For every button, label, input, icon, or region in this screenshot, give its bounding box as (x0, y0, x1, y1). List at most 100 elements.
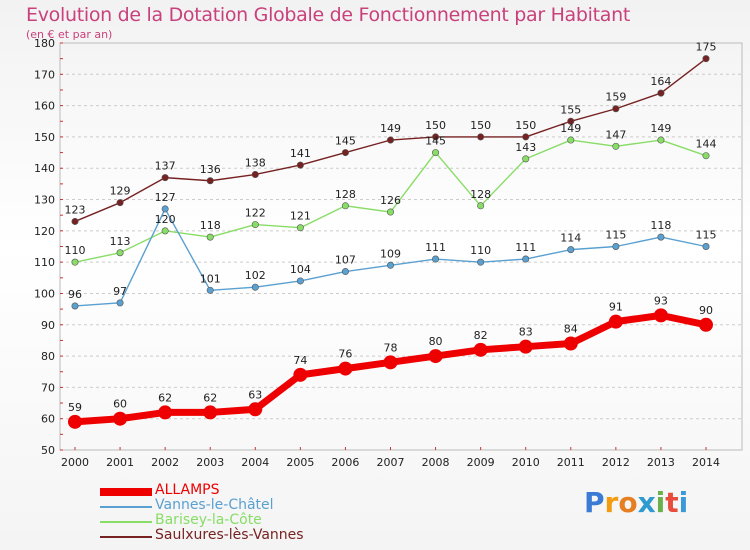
data-point (296, 277, 304, 285)
data-label: 143 (515, 141, 536, 154)
x-tick-label: 2014 (692, 456, 720, 469)
data-label: 138 (245, 156, 266, 169)
proxiti-logo: Proxiti (584, 486, 688, 519)
y-tick-label: 120 (34, 225, 55, 238)
data-point (341, 268, 349, 276)
data-label: 129 (110, 185, 131, 198)
data-point (158, 405, 173, 420)
data-point (248, 402, 263, 417)
x-tick-label: 2010 (512, 456, 540, 469)
data-point (608, 314, 623, 329)
chart-subtitle: (en € et par an) (26, 28, 113, 41)
data-point (386, 208, 394, 216)
logo-letter: o (618, 486, 638, 519)
data-label: 145 (335, 135, 356, 148)
data-point (702, 152, 710, 160)
data-point (567, 136, 575, 144)
data-point (657, 233, 665, 241)
data-label: 128 (470, 188, 491, 201)
data-point (71, 302, 79, 310)
logo-letter: P (584, 486, 605, 519)
data-point (522, 133, 530, 141)
y-tick-label: 150 (34, 131, 55, 144)
data-label: 128 (335, 188, 356, 201)
y-tick-label: 50 (41, 444, 55, 457)
x-tick-label: 2004 (241, 456, 269, 469)
data-point (116, 299, 124, 307)
data-point (522, 155, 530, 163)
data-label: 80 (429, 335, 443, 348)
y-tick-label: 100 (34, 287, 55, 300)
data-label: 136 (200, 163, 221, 176)
data-point (206, 177, 214, 185)
data-label: 111 (515, 241, 536, 254)
logo-letter: i (655, 486, 666, 519)
data-label: 159 (605, 91, 626, 104)
data-point (293, 367, 308, 382)
y-tick-label: 90 (41, 319, 55, 332)
data-point (161, 227, 169, 235)
data-label: 115 (605, 229, 626, 242)
data-point (203, 405, 218, 420)
data-label: 83 (519, 326, 533, 339)
data-label: 90 (699, 304, 713, 317)
data-label: 62 (203, 391, 217, 404)
data-point (116, 199, 124, 207)
data-label: 76 (338, 348, 352, 361)
x-tick-label: 2000 (61, 456, 89, 469)
data-label: 114 (560, 232, 581, 245)
data-point (386, 261, 394, 269)
x-tick-label: 2006 (331, 456, 359, 469)
y-tick-label: 140 (34, 162, 55, 175)
data-point (206, 233, 214, 241)
y-tick-label: 110 (34, 256, 55, 269)
x-tick-label: 2001 (106, 456, 134, 469)
x-tick-label: 2013 (647, 456, 675, 469)
data-label: 62 (158, 391, 172, 404)
data-point (653, 308, 668, 323)
data-label: 149 (380, 122, 401, 135)
logo-letter: t (665, 486, 679, 519)
legend-label-allamps: ALLAMPS (155, 482, 220, 498)
data-label: 149 (650, 122, 671, 135)
y-tick-label: 170 (34, 68, 55, 81)
data-label: 63 (248, 388, 262, 401)
data-label: 147 (605, 128, 626, 141)
data-label: 91 (609, 301, 623, 314)
data-label: 78 (384, 341, 398, 354)
data-label: 120 (155, 213, 176, 226)
y-tick-label: 80 (41, 350, 55, 363)
data-label: 110 (65, 244, 86, 257)
legend-label-vannes: Vannes-le-Châtel (155, 497, 274, 513)
data-label: 150 (425, 119, 446, 132)
data-label: 150 (470, 119, 491, 132)
x-tick-label: 2009 (467, 456, 495, 469)
data-point (251, 170, 259, 178)
data-label: 84 (564, 323, 578, 336)
data-point (477, 202, 485, 210)
data-point (432, 255, 440, 263)
legend-swatch-allamps (100, 488, 152, 496)
data-label: 93 (654, 294, 668, 307)
x-tick-label: 2003 (196, 456, 224, 469)
data-label: 150 (515, 119, 536, 132)
logo-letter: r (604, 486, 619, 519)
data-point (296, 224, 304, 232)
data-point (341, 202, 349, 210)
data-label: 175 (696, 41, 717, 54)
data-label: 164 (650, 75, 671, 88)
data-label: 110 (470, 244, 491, 257)
data-point (296, 161, 304, 169)
legend-swatch-saulxures (100, 536, 152, 538)
data-label: 74 (293, 354, 307, 367)
data-label: 107 (335, 254, 356, 267)
data-point (71, 217, 79, 225)
data-point (477, 258, 485, 266)
data-point (567, 246, 575, 254)
data-point (113, 411, 128, 426)
y-tick-label: 70 (41, 381, 55, 394)
data-point (432, 149, 440, 157)
legend-label-saulxures: Saulxures-lès-Vannes (155, 527, 304, 543)
x-tick-label: 2008 (422, 456, 450, 469)
data-point (612, 105, 620, 113)
